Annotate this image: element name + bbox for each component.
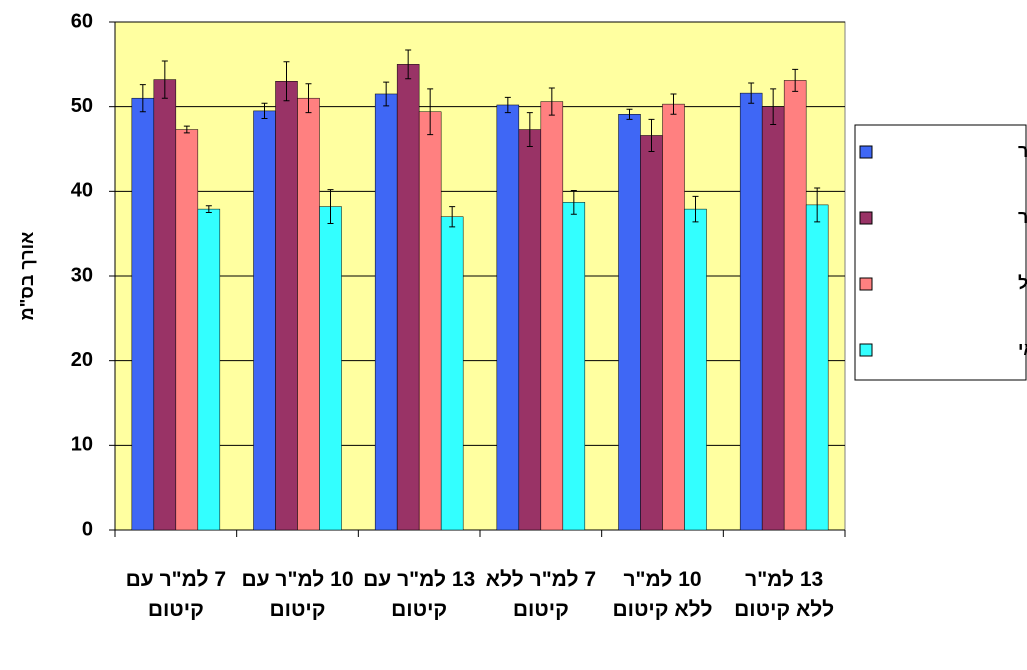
error-bar bbox=[261, 102, 268, 120]
legend-label: מרץ-אפריל bbox=[1018, 273, 1027, 293]
legend-box bbox=[854, 124, 1027, 381]
bar bbox=[175, 129, 199, 531]
error-bar bbox=[770, 88, 777, 125]
y-tick-label: 60 bbox=[71, 10, 93, 32]
error-bar bbox=[648, 118, 655, 153]
legend-label: פברואר bbox=[1018, 207, 1027, 227]
bar bbox=[253, 110, 276, 531]
bar bbox=[783, 80, 807, 531]
y-tick-label: 10 bbox=[71, 434, 93, 456]
legend-label: מאי bbox=[1018, 339, 1027, 359]
y-tick-label: 40 bbox=[71, 180, 93, 202]
y-tick-label: 50 bbox=[71, 95, 93, 117]
bar bbox=[684, 208, 707, 531]
bar bbox=[739, 92, 763, 531]
error-bar bbox=[692, 195, 699, 223]
x-tick-label: 10 למ"ר ללא קיטום bbox=[612, 568, 713, 621]
x-tick-label: 10 למ"ר עם קיטום bbox=[241, 568, 354, 621]
bar bbox=[396, 64, 420, 531]
error-bar bbox=[427, 88, 434, 136]
bar bbox=[297, 97, 320, 531]
bar bbox=[319, 206, 342, 531]
legend-label: דצמבר-ינואר bbox=[1018, 141, 1027, 161]
error-bar bbox=[383, 81, 390, 107]
error-bar bbox=[748, 82, 755, 104]
bar bbox=[518, 129, 542, 531]
bar bbox=[662, 103, 685, 531]
error-bar bbox=[548, 87, 555, 116]
error-bar bbox=[205, 205, 212, 213]
error-bar bbox=[405, 49, 412, 80]
legend-swatch bbox=[859, 211, 873, 225]
error-bar bbox=[570, 189, 577, 215]
error-bar bbox=[283, 61, 290, 102]
bar bbox=[374, 93, 398, 531]
error-bar bbox=[139, 84, 146, 113]
error-bar bbox=[670, 93, 677, 115]
y-tick-label: 0 bbox=[82, 518, 93, 540]
legend-swatch bbox=[859, 343, 873, 357]
error-bar bbox=[183, 125, 190, 134]
error-bar bbox=[504, 96, 511, 114]
bar bbox=[540, 101, 564, 531]
y-tick-label: 20 bbox=[71, 349, 93, 371]
x-tick-label: 7 למ"ר ללא קיטום bbox=[485, 568, 597, 621]
y-axis-label: אורך בס"מ bbox=[17, 232, 37, 321]
bar bbox=[153, 79, 177, 531]
error-bar bbox=[526, 112, 533, 147]
bar bbox=[805, 204, 829, 531]
bar bbox=[640, 135, 663, 531]
bar bbox=[496, 104, 520, 531]
bar bbox=[275, 81, 298, 531]
bar bbox=[761, 106, 785, 531]
error-bar bbox=[305, 83, 312, 114]
x-tick-label: 13 למ"ר ללא קיטום bbox=[734, 568, 835, 621]
error-bar bbox=[626, 108, 633, 120]
error-bar bbox=[814, 187, 821, 223]
bar bbox=[131, 97, 155, 531]
x-tick-label: 7 למ"ר עם קיטום bbox=[125, 568, 226, 621]
error-bar bbox=[327, 189, 334, 225]
legend-swatch bbox=[859, 145, 873, 159]
bar bbox=[618, 114, 641, 531]
bar bbox=[562, 202, 586, 531]
error-bar bbox=[449, 206, 456, 228]
y-tick-label: 30 bbox=[71, 264, 93, 286]
bar bbox=[197, 208, 221, 531]
bar bbox=[440, 216, 464, 531]
error-bar bbox=[792, 68, 799, 92]
x-tick-label: 13 למ"ר עם קיטום bbox=[363, 568, 476, 621]
legend-swatch bbox=[859, 277, 873, 291]
error-bar bbox=[161, 60, 168, 99]
bar bbox=[418, 111, 442, 531]
